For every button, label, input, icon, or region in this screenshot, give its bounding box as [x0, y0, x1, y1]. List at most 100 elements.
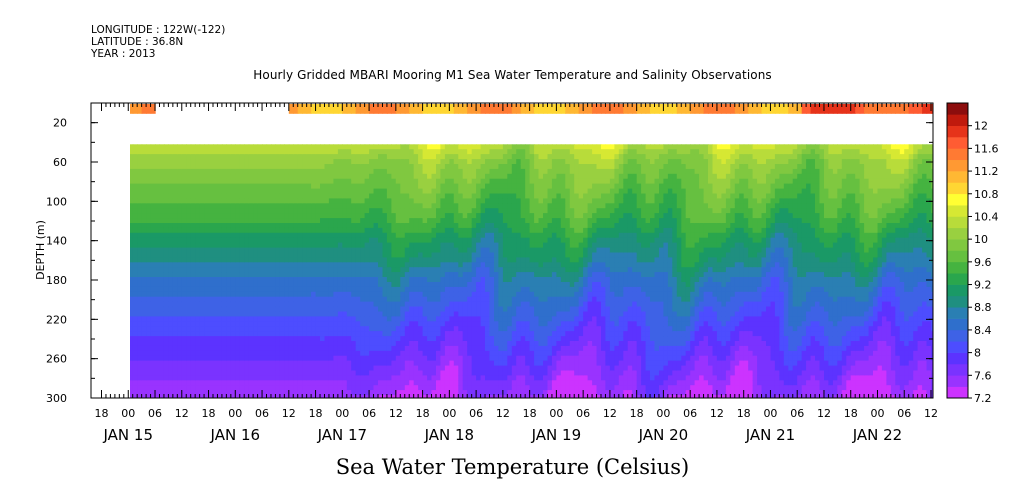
- temperature-cell: [181, 360, 187, 367]
- temperature-cell: [547, 183, 553, 190]
- temperature-cell: [355, 223, 361, 229]
- temperature-cell: [217, 375, 223, 381]
- temperature-cell: [431, 164, 437, 170]
- temperature-cell: [324, 227, 330, 234]
- temperature-cell: [221, 395, 227, 398]
- temperature-cell: [181, 341, 187, 347]
- temperature-cell: [538, 267, 544, 273]
- temperature-cell: [440, 198, 446, 204]
- temperature-cell: [271, 149, 277, 155]
- temperature-cell: [132, 345, 138, 352]
- temperature-cell: [275, 326, 281, 332]
- temperature-cell: [458, 272, 464, 278]
- temperature-cell: [449, 350, 455, 357]
- temperature-cell: [346, 159, 352, 165]
- temperature-cell: [409, 326, 415, 332]
- temperature-cell: [181, 385, 187, 391]
- temperature-cell: [386, 168, 392, 175]
- temperature-cell: [208, 272, 214, 278]
- temperature-cell: [137, 208, 143, 214]
- temperature-cell: [355, 144, 361, 150]
- temperature-cell: [516, 164, 522, 170]
- temperature-cell: [458, 301, 464, 308]
- temperature-cell: [266, 272, 272, 278]
- temperature-cell: [315, 341, 321, 347]
- temperature-cell: [462, 144, 468, 150]
- temperature-cell: [395, 188, 401, 195]
- temperature-cell: [511, 247, 517, 254]
- temperature-cell: [333, 178, 339, 185]
- temperature-cell: [476, 183, 482, 190]
- temperature-cell: [324, 282, 330, 288]
- temperature-cell: [208, 208, 214, 214]
- temperature-cell: [346, 321, 352, 327]
- temperature-cell: [181, 277, 187, 283]
- temperature-cell: [168, 242, 174, 249]
- temperature-cell: [494, 213, 500, 219]
- temperature-cell: [547, 306, 553, 312]
- surface-temperature-cell: [302, 104, 308, 114]
- temperature-cell: [494, 350, 500, 357]
- temperature-cell: [297, 227, 303, 234]
- temperature-cell: [391, 380, 397, 386]
- temperature-cell: [266, 331, 272, 337]
- temperature-cell: [489, 296, 495, 303]
- temperature-cell: [279, 242, 285, 249]
- temperature-cell: [226, 341, 232, 347]
- temperature-cell: [444, 321, 450, 327]
- temperature-cell: [543, 213, 549, 219]
- temperature-cell: [244, 272, 250, 278]
- temperature-cell: [440, 286, 446, 293]
- temperature-cell: [141, 188, 147, 195]
- temperature-cell: [409, 306, 415, 312]
- temperature-cell: [244, 385, 250, 391]
- temperature-cell: [440, 341, 446, 347]
- temperature-cell: [302, 203, 308, 209]
- temperature-cell: [378, 242, 384, 249]
- temperature-cell: [150, 350, 156, 357]
- temperature-cell: [311, 164, 317, 170]
- temperature-cell: [159, 168, 165, 175]
- temperature-cell: [351, 232, 357, 239]
- temperature-cell: [213, 178, 219, 185]
- temperature-cell: [467, 208, 473, 214]
- temperature-cell: [320, 208, 326, 214]
- temperature-cell: [346, 316, 352, 322]
- temperature-cell: [458, 198, 464, 204]
- temperature-cell: [293, 345, 299, 352]
- temperature-cell: [257, 341, 263, 347]
- temperature-cell: [404, 370, 410, 376]
- temperature-cell: [525, 395, 531, 398]
- temperature-cell: [395, 395, 401, 398]
- temperature-cell: [395, 144, 401, 150]
- temperature-cell: [271, 159, 277, 165]
- temperature-cell: [453, 144, 459, 150]
- temperature-cell: [485, 232, 491, 239]
- temperature-cell: [400, 291, 406, 298]
- temperature-cell: [534, 227, 540, 234]
- temperature-cell: [248, 277, 254, 283]
- temperature-cell: [355, 380, 361, 386]
- temperature-cell: [444, 257, 450, 263]
- temperature-cell: [386, 380, 392, 386]
- temperature-cell: [279, 178, 285, 185]
- temperature-cell: [529, 355, 535, 362]
- temperature-cell: [511, 173, 517, 180]
- temperature-cell: [288, 173, 294, 180]
- temperature-cell: [440, 316, 446, 322]
- temperature-cell: [520, 262, 526, 268]
- temperature-cell: [262, 370, 268, 376]
- temperature-cell: [369, 178, 375, 185]
- temperature-cell: [543, 237, 549, 244]
- temperature-cell: [279, 252, 285, 258]
- temperature-cell: [369, 213, 375, 219]
- temperature-cell: [489, 360, 495, 367]
- temperature-cell: [199, 218, 205, 224]
- temperature-cell: [239, 154, 245, 160]
- temperature-cell: [271, 336, 277, 342]
- temperature-cell: [346, 223, 352, 229]
- temperature-cell: [297, 306, 303, 312]
- temperature-cell: [355, 375, 361, 381]
- temperature-cell: [230, 183, 236, 190]
- temperature-cell: [511, 326, 517, 332]
